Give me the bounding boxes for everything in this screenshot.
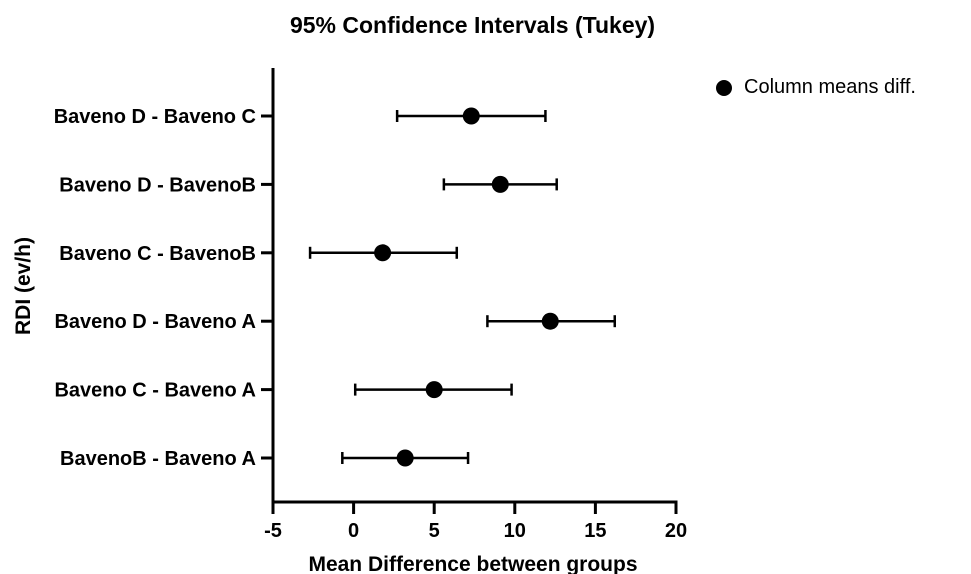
y-tick-label: Baveno D - Baveno C <box>54 106 256 128</box>
data-point <box>541 312 559 330</box>
data-point <box>374 244 392 262</box>
x-tick-label: 5 <box>429 520 440 542</box>
legend-marker-icon <box>716 79 732 96</box>
y-tick-label: Baveno D - BavenoB <box>59 174 256 196</box>
axes: -5 0 5 10 15 20 Baveno D - Baveno C Baveno D - … <box>54 68 687 542</box>
x-tick-label: 10 <box>504 520 526 542</box>
x-tick-label: 15 <box>584 520 606 542</box>
data-point <box>462 107 480 125</box>
data-marks <box>308 107 616 467</box>
y-tick-label: Baveno C - BavenoB <box>59 243 256 265</box>
data-point <box>491 175 509 193</box>
legend: Column means diff. <box>716 76 916 99</box>
y-tick-label: BavenoB - Baveno A <box>60 448 256 470</box>
y-axis-label: RDI (ev/h) <box>12 237 35 335</box>
x-tick-label: 0 <box>348 520 359 542</box>
x-tick-label: 20 <box>665 520 687 542</box>
y-tick-label: Baveno D - Baveno A <box>54 311 256 333</box>
legend-label: Column means diff. <box>744 76 916 98</box>
y-tick-label: Baveno C - Baveno A <box>54 380 256 402</box>
data-point <box>396 449 414 467</box>
data-point <box>425 381 443 399</box>
x-axis-label: Mean Difference between groups <box>308 553 637 574</box>
chart-title: 95% Confidence Intervals (Tukey) <box>289 12 656 38</box>
x-tick-label: -5 <box>264 520 282 542</box>
